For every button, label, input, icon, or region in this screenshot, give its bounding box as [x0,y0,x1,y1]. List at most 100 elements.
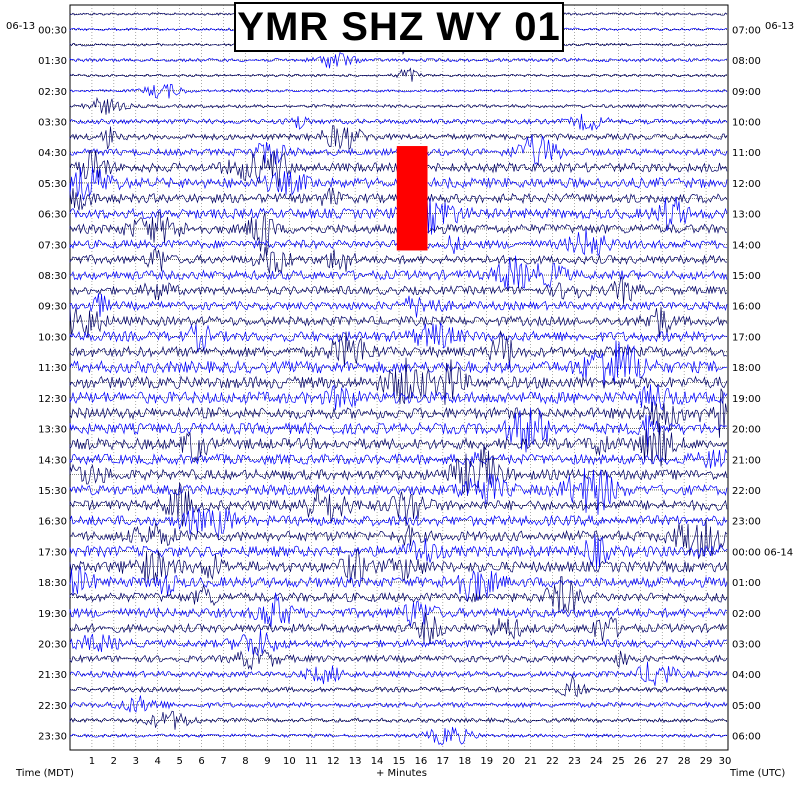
x-axis-left-label: Time (MDT) [16,768,74,779]
left-time-label: 08:30 [38,271,67,282]
trace-row [69,646,728,671]
trace-row [69,710,728,730]
x-tick-label: 12 [327,756,340,767]
left-time-label: 09:30 [38,302,67,313]
trace-row [69,306,728,339]
x-tick-label: 4 [155,756,161,767]
trace-row [69,444,728,497]
trace-row [69,113,728,131]
x-tick-label: 5 [176,756,182,767]
trace-row [69,357,728,405]
trace-row [69,330,728,368]
trace-row [69,695,728,713]
chart-title: YMR SHZ WY 01 [237,4,561,49]
x-tick-label: 8 [242,756,248,767]
date-right: 06-13 [765,21,795,32]
trace-row [69,96,728,115]
left-time-label: 07:30 [38,240,67,251]
left-time-label: 13:30 [38,425,67,436]
x-tick-label: 10 [283,756,296,767]
clipped-block [396,146,428,251]
x-tick-label: 17 [436,756,449,767]
left-time-label: 00:30 [38,25,67,36]
trace-row [69,322,728,353]
date-left: 06-13 [6,21,36,32]
left-time-label: 19:30 [38,609,67,620]
right-time-label: 17:00 [732,332,761,343]
left-time-label: 12:30 [38,394,67,405]
trace-layer [69,6,728,746]
right-time-label: 15:00 [732,271,761,282]
trace-row [69,51,728,69]
right-time-label: 23:00 [732,517,761,528]
right-time-label: 18:00 [732,363,761,374]
trace-row [69,592,728,628]
right-time-label: 04:00 [732,670,761,681]
left-time-label: 23:30 [38,732,67,743]
left-time-label: 21:30 [38,670,67,681]
left-time-label: 20:30 [38,640,67,651]
right-time-label: 21:00 [732,455,761,466]
trace-row [69,388,728,438]
trace-row [69,468,728,515]
right-time-label: 22:00 [732,486,761,497]
right-time-label: 19:00 [732,394,761,405]
trace-row [69,276,728,305]
left-time-label: 15:30 [38,486,67,497]
x-tick-label: 22 [546,756,559,767]
x-tick-label: 28 [678,756,691,767]
x-tick-label: 15 [393,756,406,767]
x-tick-label: 3 [133,756,139,767]
right-time-label: 10:00 [732,117,761,128]
left-time-label: 14:30 [38,455,67,466]
trace-row [69,726,728,746]
trace-row [69,549,728,584]
trace-row [69,533,728,570]
x-axis-right-label: Time (UTC) [730,768,786,779]
left-time-label: 03:30 [38,117,67,128]
left-time-label: 22:30 [38,701,67,712]
trace-row [69,67,728,82]
left-time-label: 02:30 [38,87,67,98]
x-axis-label: + Minutes [376,768,427,779]
x-tick-label: 1 [89,756,95,767]
right-time-label: 16:00 [732,302,761,313]
x-tick-label: 7 [220,756,226,767]
right-time-label: 07:00 [732,25,761,36]
trace-row [69,519,728,560]
left-time-label: 16:30 [38,517,67,528]
right-time-label: 12:00 [732,179,761,190]
right-time-label: 03:00 [732,640,761,651]
right-time-label: 08:00 [732,56,761,67]
right-time-label: 01:00 [732,578,761,589]
title-box: YMR SHZ WY 01 [234,2,564,52]
x-tick-label: 30 [719,756,732,767]
x-tick-label: 19 [480,756,493,767]
trace-row [69,449,728,469]
trace-row [69,661,728,686]
x-tick-label: 24 [590,756,603,767]
x-tick-label: 13 [349,756,362,767]
x-tick-label: 25 [612,756,625,767]
x-tick-label: 6 [198,756,204,767]
trace-row [69,576,728,614]
trace-row [69,255,728,291]
trace-row [69,246,727,275]
left-time-label: 18:30 [38,578,67,589]
x-tick-label: 23 [568,756,581,767]
x-tick-label: 21 [524,756,537,767]
trace-row [69,384,728,412]
left-time-label: 05:30 [38,179,67,190]
right-time-label: 11:00 [732,148,761,159]
right-time-label: 13:00 [732,210,761,221]
x-tick-label: 11 [305,756,318,767]
trace-row [69,407,728,453]
right-time-label: 06:00 [732,732,761,743]
x-tick-label: 14 [371,756,384,767]
x-tick-label: 27 [656,756,669,767]
left-time-label: 11:30 [38,363,67,374]
x-tick-label: 2 [111,756,117,767]
right-time-label: 02:00 [732,609,761,620]
right-time-label: 20:00 [732,425,761,436]
